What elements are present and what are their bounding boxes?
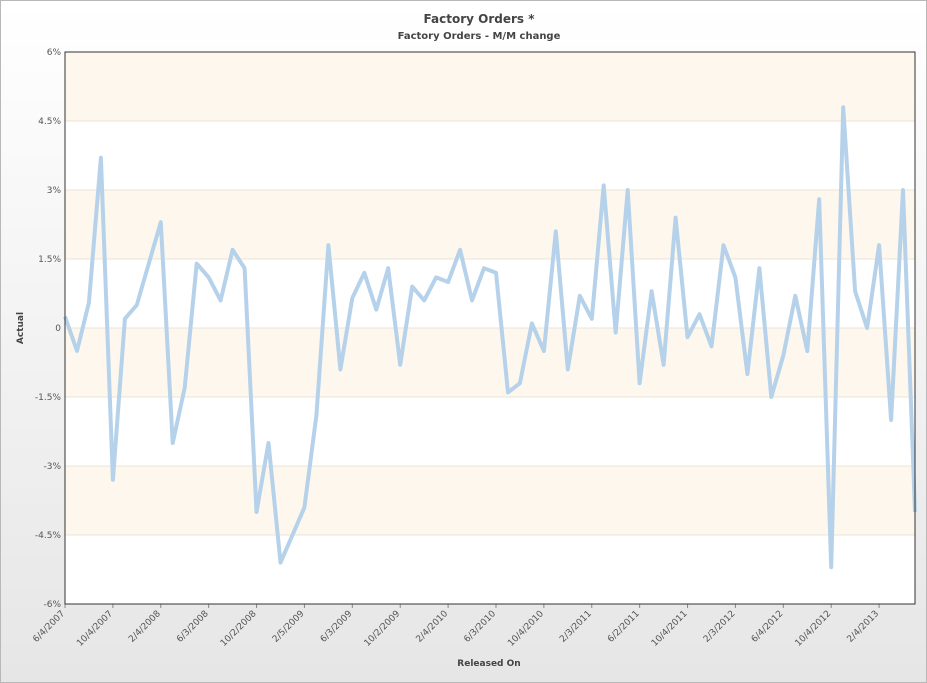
x-tick-label: 6/4/2012 (750, 609, 786, 645)
x-tick-label: 2/4/2010 (415, 609, 451, 645)
x-tick-label: 6/2/2011 (606, 609, 642, 645)
y-tick-label: -3% (43, 462, 61, 472)
y-tick-label: 3% (47, 186, 62, 196)
x-axis-title: Released On (457, 659, 520, 669)
x-tick-label: 2/3/2012 (702, 609, 738, 645)
data-line (63, 105, 917, 570)
plot-border (64, 51, 916, 605)
x-tick-label: 10/2/2008 (219, 609, 259, 649)
x-tick-label: 10/4/2011 (650, 609, 690, 649)
x-tick-label: 2/4/2008 (127, 609, 163, 645)
y-tick-label: 4.5% (38, 117, 61, 127)
x-tick-label: 2/3/2011 (558, 609, 594, 645)
y-tick-label: 6% (47, 48, 62, 58)
y-tick-label: 0 (55, 324, 61, 334)
chart-title: Factory Orders * (424, 12, 536, 26)
plot-band (65, 190, 915, 259)
x-tick-label: 2/5/2009 (271, 609, 307, 645)
y-tick-label: -6% (43, 600, 61, 610)
x-tick-label: 10/4/2010 (506, 609, 546, 649)
x-tick-label: 6/3/2010 (462, 609, 498, 645)
x-tick-label: 10/4/2012 (794, 609, 834, 649)
plot-band (65, 466, 915, 535)
x-tick-label: 6/4/2007 (31, 609, 67, 645)
x-tick-label: 6/3/2009 (319, 609, 355, 645)
x-tick-label: 6/3/2008 (175, 609, 211, 645)
y-tick-label: -4.5% (35, 531, 62, 541)
plot-band (65, 52, 915, 121)
chart-subtitle: Factory Orders - M/M change (398, 31, 561, 42)
x-tick-label: 10/2/2009 (363, 609, 403, 649)
x-tick-label: 2/4/2013 (846, 609, 882, 645)
y-axis-title: Actual (16, 312, 26, 344)
x-tick-label: 10/4/2007 (75, 609, 115, 649)
y-tick-label: -1.5% (35, 393, 62, 403)
y-tick-label: 1.5% (38, 255, 61, 265)
